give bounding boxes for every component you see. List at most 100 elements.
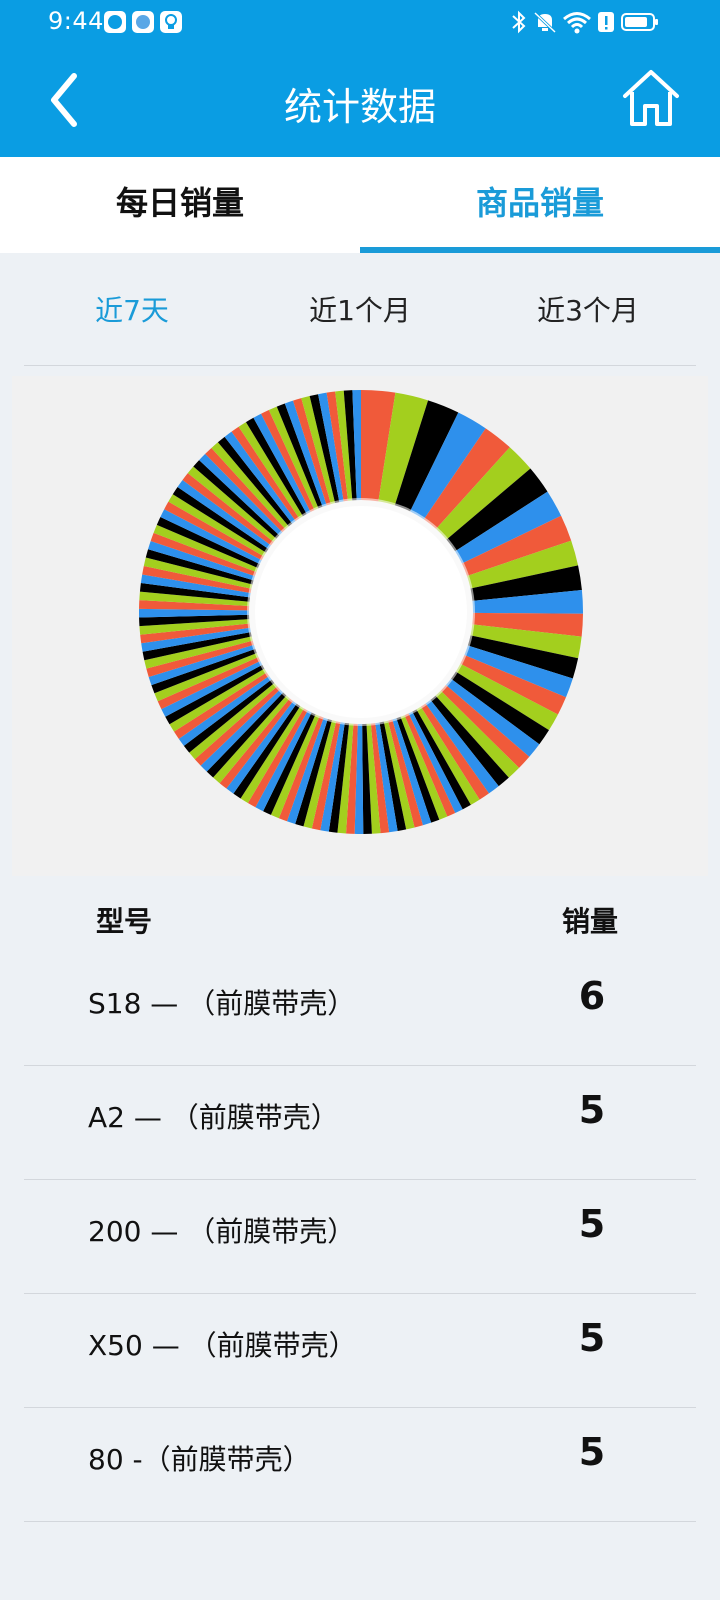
donut-slice[interactable] <box>247 708 308 808</box>
donut-slice[interactable] <box>366 723 381 834</box>
donut-slice[interactable] <box>423 428 510 529</box>
donut-slice[interactable] <box>187 466 277 542</box>
home-button[interactable] <box>620 66 682 130</box>
range-7-days[interactable]: 近7天 <box>95 294 169 327</box>
donut-slice[interactable] <box>335 390 353 501</box>
donut-slice[interactable] <box>151 648 257 694</box>
donut-slice[interactable] <box>379 721 407 831</box>
donut-slice[interactable] <box>472 612 583 637</box>
donut-slice[interactable] <box>464 645 573 698</box>
donut-slice[interactable] <box>362 723 372 834</box>
donut-slice[interactable] <box>440 685 530 768</box>
donut-slice[interactable] <box>205 447 286 533</box>
donut-slice[interactable] <box>194 686 281 766</box>
donut-slice[interactable] <box>412 709 471 810</box>
donut-slice[interactable] <box>461 515 572 576</box>
donut-slice[interactable] <box>174 672 270 739</box>
donut-slice[interactable] <box>143 557 253 589</box>
donut-slice[interactable] <box>139 614 250 627</box>
donut-slice[interactable] <box>410 412 486 520</box>
donut-slice[interactable] <box>278 716 324 822</box>
donut-slice[interactable] <box>148 644 256 686</box>
donut-slice[interactable] <box>211 442 289 530</box>
donut-slice[interactable] <box>189 682 278 760</box>
table-row[interactable]: 80 -（前膜带壳） 5 <box>0 1408 720 1522</box>
donut-slice[interactable] <box>193 460 280 539</box>
donut-slice[interactable] <box>416 706 480 805</box>
donut-slice[interactable] <box>352 390 361 501</box>
table-row[interactable]: X50 — （前膜带壳） 5 <box>0 1294 720 1408</box>
donut-slice[interactable] <box>168 494 267 557</box>
donut-slice[interactable] <box>295 718 332 827</box>
donut-slice[interactable] <box>301 396 336 505</box>
donut-slice[interactable] <box>233 703 301 799</box>
donut-slice[interactable] <box>470 624 582 659</box>
donut-slice[interactable] <box>328 722 350 833</box>
donut-slice[interactable] <box>445 678 540 757</box>
donut-slice[interactable] <box>213 695 290 784</box>
donut-slice[interactable] <box>139 619 250 635</box>
donut-slice[interactable] <box>472 589 583 614</box>
donut-slice[interactable] <box>320 722 345 832</box>
donut-slice[interactable] <box>219 698 294 789</box>
donut-slice[interactable] <box>361 390 396 502</box>
donut-slice[interactable] <box>435 690 520 778</box>
donut-slice[interactable] <box>148 540 255 581</box>
donut-slice[interactable] <box>139 591 250 607</box>
donut-slice[interactable] <box>255 710 312 812</box>
donut-slice[interactable] <box>284 400 327 507</box>
donut-slice[interactable] <box>467 540 579 589</box>
donut-slice[interactable] <box>430 695 509 787</box>
donut-slice[interactable] <box>263 712 316 815</box>
donut-slice[interactable] <box>446 468 548 552</box>
donut-slice[interactable] <box>145 549 254 585</box>
donut-slice[interactable] <box>231 426 300 522</box>
donut-slice[interactable] <box>177 479 271 549</box>
donut-slice[interactable] <box>206 692 287 778</box>
back-button[interactable] <box>40 70 90 130</box>
donut-slice[interactable] <box>470 565 582 601</box>
tab-daily-sales[interactable]: 每日销量 <box>115 184 244 222</box>
donut-slice[interactable] <box>370 723 390 834</box>
donut-slice[interactable] <box>161 660 263 717</box>
donut-slice[interactable] <box>460 655 566 715</box>
donut-slice[interactable] <box>182 473 274 546</box>
donut-slice[interactable] <box>144 636 253 669</box>
donut-slice[interactable] <box>268 406 319 511</box>
donut-slice[interactable] <box>388 719 423 828</box>
donut-slice[interactable] <box>154 652 259 702</box>
donut-slice[interactable] <box>142 632 252 661</box>
donut-slice[interactable] <box>240 706 304 804</box>
donut-slice[interactable] <box>436 447 531 540</box>
donut-slice[interactable] <box>392 718 432 826</box>
donut-slice[interactable] <box>408 711 463 814</box>
table-row[interactable]: 200 — （前膜带壳） 5 <box>0 1180 720 1294</box>
table-row[interactable]: A2 — （前膜带壳） 5 <box>0 1066 720 1180</box>
donut-slice[interactable] <box>404 713 456 817</box>
donut-slice[interactable] <box>178 675 272 746</box>
donut-slice[interactable] <box>286 717 328 825</box>
donut-slice[interactable] <box>139 608 250 618</box>
donut-slice[interactable] <box>467 635 579 679</box>
donut-slice[interactable] <box>455 491 562 564</box>
donut-slice[interactable] <box>261 410 315 512</box>
donut-slice[interactable] <box>183 679 275 753</box>
donut-slice[interactable] <box>200 689 284 772</box>
donut-slice[interactable] <box>276 403 323 509</box>
donut-slice[interactable] <box>378 392 429 506</box>
donut-slice[interactable] <box>309 394 340 504</box>
donut-slice[interactable] <box>293 398 331 506</box>
donut-slice[interactable] <box>160 509 262 565</box>
donut-slice[interactable] <box>146 640 254 677</box>
range-1-month[interactable]: 近1个月 <box>309 294 411 327</box>
donut-slice[interactable] <box>343 390 357 501</box>
donut-slice[interactable] <box>311 721 341 831</box>
donut-slice[interactable] <box>337 723 354 834</box>
donut-slice[interactable] <box>326 391 348 502</box>
donut-slice[interactable] <box>375 722 398 833</box>
donut-slice[interactable] <box>153 524 258 573</box>
donut-slice[interactable] <box>141 627 251 652</box>
donut-slice[interactable] <box>400 715 448 820</box>
donut-slice[interactable] <box>394 400 459 512</box>
donut-slice[interactable] <box>455 663 558 731</box>
